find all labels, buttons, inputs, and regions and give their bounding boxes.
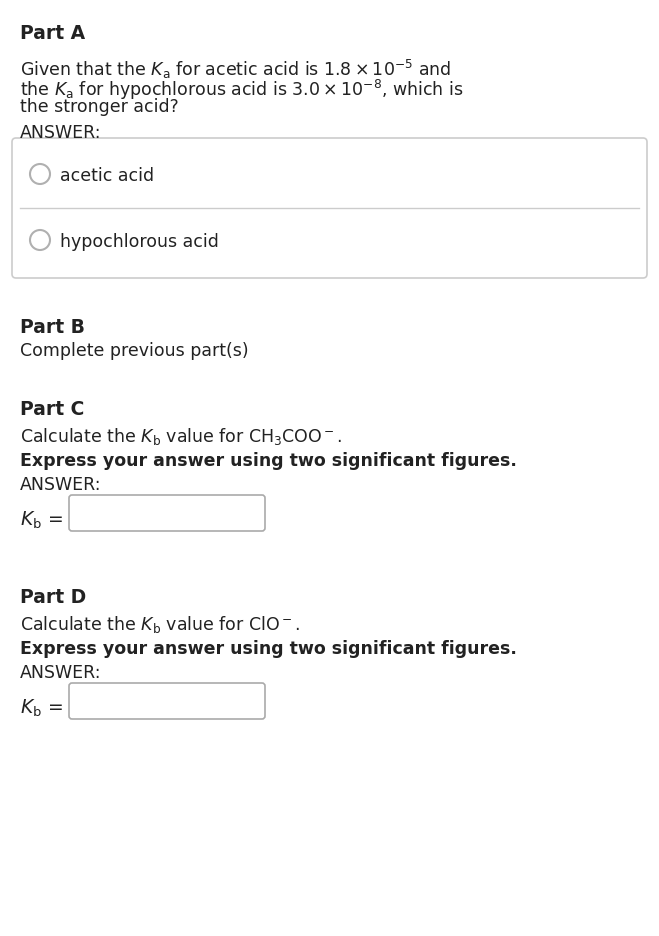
Text: ANSWER:: ANSWER: [20, 664, 101, 682]
Text: Express your answer using two significant figures.: Express your answer using two significan… [20, 640, 517, 658]
Text: Part C: Part C [20, 400, 84, 419]
Text: Calculate the $K_{\mathrm{b}}$ value for $\mathrm{ClO^-}$.: Calculate the $K_{\mathrm{b}}$ value for… [20, 614, 300, 635]
FancyBboxPatch shape [12, 138, 647, 278]
Text: ANSWER:: ANSWER: [20, 476, 101, 494]
Text: Part A: Part A [20, 24, 85, 43]
Text: Given that the $K_{\mathrm{a}}$ for acetic acid is $1.8 \times 10^{-5}$ and: Given that the $K_{\mathrm{a}}$ for acet… [20, 58, 451, 81]
FancyBboxPatch shape [69, 495, 265, 531]
Text: Express your answer using two significant figures.: Express your answer using two significan… [20, 452, 517, 470]
FancyBboxPatch shape [69, 683, 265, 719]
Text: $K_{\mathrm{b}}$ =: $K_{\mathrm{b}}$ = [20, 698, 63, 719]
Text: hypochlorous acid: hypochlorous acid [60, 233, 219, 251]
Text: Calculate the $K_{\mathrm{b}}$ value for $\mathrm{CH_3COO^-}$.: Calculate the $K_{\mathrm{b}}$ value for… [20, 426, 343, 447]
Text: the $K_{\mathrm{a}}$ for hypochlorous acid is $3.0 \times 10^{-8}$, which is: the $K_{\mathrm{a}}$ for hypochlorous ac… [20, 78, 463, 102]
Text: $K_{\mathrm{b}}$ =: $K_{\mathrm{b}}$ = [20, 510, 63, 532]
Text: Part B: Part B [20, 318, 85, 337]
Text: the stronger acid?: the stronger acid? [20, 98, 179, 116]
Text: ANSWER:: ANSWER: [20, 124, 101, 142]
Text: Complete previous part(s): Complete previous part(s) [20, 342, 248, 360]
Text: acetic acid: acetic acid [60, 167, 154, 185]
Text: Part D: Part D [20, 588, 86, 607]
